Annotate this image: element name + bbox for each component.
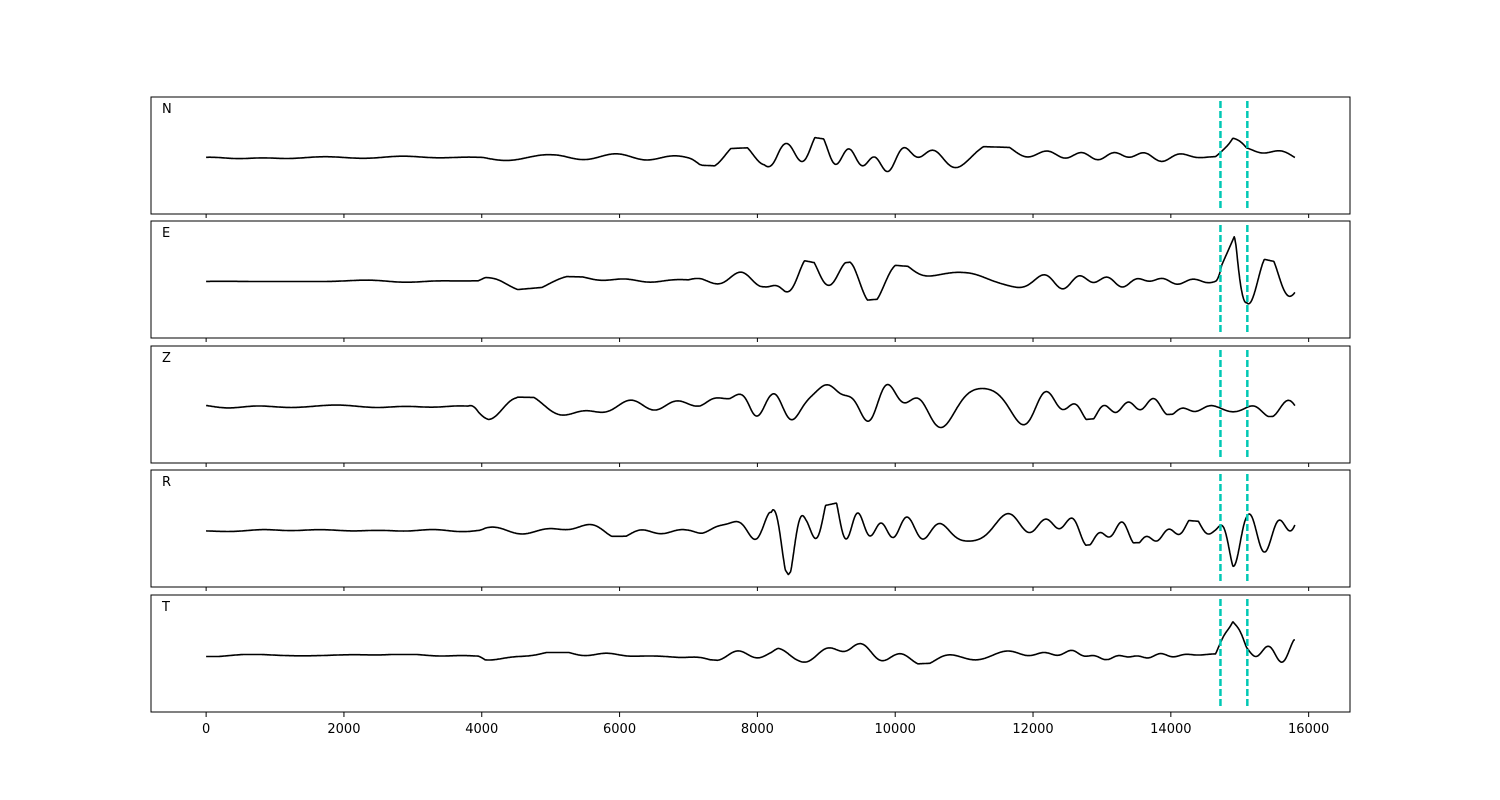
panel-frame <box>150 220 1351 339</box>
x-tick-label: 14000 <box>1150 722 1191 737</box>
panel-frame <box>150 345 1351 464</box>
panel-z: Z <box>150 345 1351 467</box>
panel-label: R <box>162 475 171 490</box>
x-tick-label: 6000 <box>603 722 636 737</box>
x-tick-label: 4000 <box>465 722 498 737</box>
panel-frame <box>150 469 1351 588</box>
panel-label: T <box>161 600 170 615</box>
waveform-trace <box>205 236 1296 305</box>
panel-e: E <box>150 220 1351 342</box>
panel-frame <box>150 96 1351 215</box>
x-tick-label: 0 <box>202 722 210 737</box>
x-axis: 0 2000 4000 6000 8000 10000 12000 14000 16000 <box>202 712 1329 737</box>
panel-n: N <box>150 96 1351 218</box>
panel-label: E <box>162 226 170 241</box>
x-tick-label: 10000 <box>875 722 916 737</box>
x-tick-label: 2000 <box>327 722 360 737</box>
x-tick-label: 8000 <box>741 722 774 737</box>
panel-label: Z <box>162 351 171 366</box>
panel-label: N <box>162 102 172 117</box>
waveform-trace <box>205 136 1296 173</box>
x-tick-label: 16000 <box>1288 722 1329 737</box>
waveform-trace <box>205 383 1296 429</box>
x-tick-label: 12000 <box>1012 722 1053 737</box>
panel-r: R <box>150 469 1351 591</box>
seismogram-panels: N E Z R T <box>150 96 1351 713</box>
panel-frame <box>150 594 1351 713</box>
waveform-trace <box>205 502 1296 576</box>
panel-t: T <box>150 594 1351 713</box>
waveform-trace <box>205 621 1296 665</box>
